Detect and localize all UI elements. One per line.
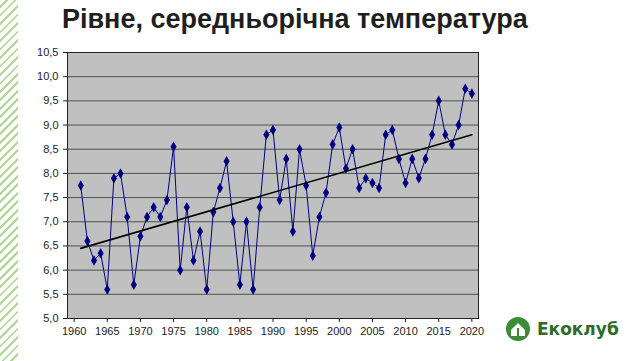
svg-text:1995: 1995 — [294, 325, 318, 337]
svg-text:5,0: 5,0 — [43, 312, 58, 324]
svg-text:1970: 1970 — [128, 325, 152, 337]
svg-text:1980: 1980 — [194, 325, 218, 337]
svg-text:10,5: 10,5 — [37, 46, 58, 58]
html-text:Рівне, середньорічна температу: Рівне, середньорічна температура — [62, 4, 528, 34]
svg-text:5,5: 5,5 — [43, 288, 58, 300]
svg-text:2010: 2010 — [393, 325, 417, 337]
svg-text:7,0: 7,0 — [43, 215, 58, 227]
svg-text:1965: 1965 — [95, 325, 119, 337]
svg-text:10,0: 10,0 — [37, 70, 58, 82]
svg-text:1985: 1985 — [228, 325, 252, 337]
svg-text:1975: 1975 — [161, 325, 185, 337]
svg-text:2005: 2005 — [360, 325, 384, 337]
html-text:Екоклуб: Екоклуб — [537, 319, 619, 339]
svg-text:7,5: 7,5 — [43, 191, 58, 203]
svg-text:6,0: 6,0 — [43, 264, 58, 276]
svg-text:9,5: 9,5 — [43, 94, 58, 106]
svg-text:1960: 1960 — [62, 325, 86, 337]
svg-text:8,5: 8,5 — [43, 143, 58, 155]
svg-text:6,5: 6,5 — [43, 239, 58, 251]
svg-text:2015: 2015 — [426, 325, 450, 337]
svg-text:2020: 2020 — [460, 325, 484, 337]
svg-text:2000: 2000 — [327, 325, 351, 337]
svg-text:9,0: 9,0 — [43, 119, 58, 131]
svg-text:8,0: 8,0 — [43, 167, 58, 179]
svg-text:1990: 1990 — [261, 325, 285, 337]
